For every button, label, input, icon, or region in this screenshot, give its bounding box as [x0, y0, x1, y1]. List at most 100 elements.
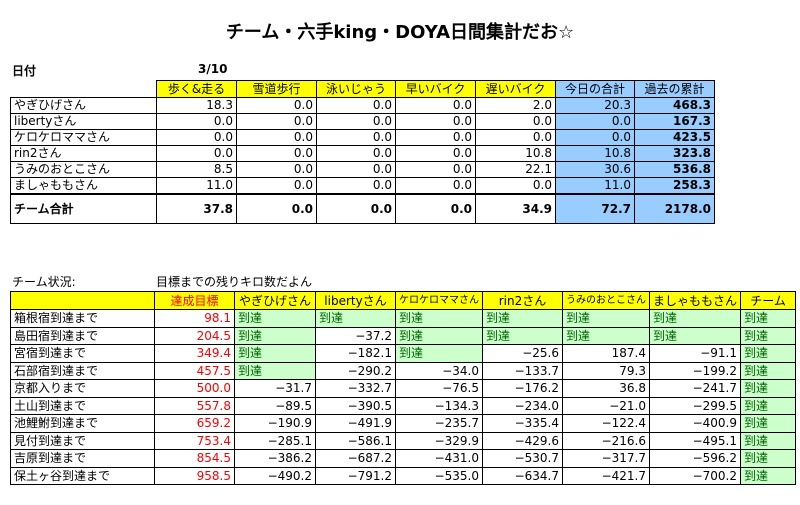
milestone-name: 土山到達まで [10, 396, 155, 415]
milestone-target: 659.2 [154, 414, 235, 433]
reached-cell: 到達 [740, 309, 797, 328]
summary-value: 0.0 [156, 113, 237, 130]
status-corner-cell [10, 291, 155, 310]
status-row: 保土ヶ谷到達まで 958.5 −490.2 −791.2 −535.0 −634.7 −42… [10, 466, 797, 485]
remaining-cell: −176.2 [482, 379, 563, 398]
status-column-header: うみのおとこさん [562, 291, 650, 310]
page-title: チーム・六手king・DOYA日間集計だお☆ [225, 22, 575, 43]
summary-value: 0.0 [236, 177, 317, 195]
status-column-header: ケロケロママさん [395, 291, 483, 310]
status-column-header: やぎひげさん [234, 291, 316, 310]
reached-cell: 到達 [740, 431, 797, 450]
summary-column-header: 泳いじゃう [316, 80, 396, 98]
summary-value: 0.0 [395, 177, 476, 195]
summary-column-header: 今日の合計 [555, 80, 635, 98]
milestone-target: 753.4 [154, 431, 235, 450]
milestone-name: 箱根宿到達まで [10, 309, 155, 328]
summary-value: 0.0 [555, 129, 635, 146]
reached-cell: 到達 [562, 326, 650, 345]
status-label: チーム状況: [12, 275, 76, 289]
remaining-cell: −400.9 [648, 414, 742, 433]
reached-cell: 到達 [740, 414, 797, 433]
remaining-cell: 187.4 [562, 344, 650, 363]
summary-value: 0.0 [395, 129, 476, 146]
remaining-cell: −21.0 [562, 396, 650, 415]
remaining-cell: −285.1 [234, 431, 316, 450]
summary-row: libertyさん 0.0 0.0 0.0 0.0 0.0 0.0 167.3 [10, 113, 715, 130]
team-total-value: 0.0 [236, 193, 317, 224]
milestone-name: 吉原到達まで [10, 449, 155, 468]
member-name: libertyさん [10, 113, 157, 130]
reached-cell: 到達 [234, 361, 316, 380]
milestone-target: 204.5 [154, 326, 235, 345]
summary-value: 0.0 [156, 145, 237, 162]
remaining-cell: −134.3 [395, 396, 483, 415]
remaining-cell: −429.6 [482, 431, 563, 450]
date-value: 3/10 [198, 62, 228, 76]
remaining-cell: −386.2 [234, 449, 316, 468]
date-label: 日付 [12, 64, 37, 78]
summary-value: 10.8 [555, 145, 635, 162]
summary-value: 0.0 [316, 97, 396, 114]
summary-column-header: 過去の累計 [634, 80, 715, 98]
status-row: 池鯉鮒到達まで 659.2 −190.9 −491.9 −235.7 −335.4 −122… [10, 414, 797, 433]
summary-value: 0.0 [395, 161, 476, 178]
summary-value: 0.0 [236, 145, 317, 162]
summary-value: 0.0 [236, 161, 317, 178]
member-name: ケロケロママさん [10, 129, 157, 146]
team-total-value: 0.0 [395, 193, 476, 224]
reached-cell: 到達 [740, 344, 797, 363]
summary-header-row: 歩く&走る 雪道歩行 泳いじゃう 早いバイク 遅いバイク 今日の合計 過去の累計 [10, 80, 715, 98]
team-total-value: 37.8 [156, 193, 237, 224]
summary-value: 18.3 [156, 97, 237, 114]
remaining-cell: −290.2 [315, 361, 396, 380]
remaining-cell: −329.9 [395, 431, 483, 450]
summary-value: 0.0 [316, 145, 396, 162]
remaining-cell: −76.5 [395, 379, 483, 398]
summary-value: 0.0 [395, 145, 476, 162]
milestone-target: 854.5 [154, 449, 235, 468]
reached-cell: 到達 [395, 309, 483, 328]
summary-value: 0.0 [156, 129, 237, 146]
remaining-cell: −182.1 [315, 344, 396, 363]
summary-value: 20.3 [555, 97, 635, 114]
team-total-label: チーム合計 [10, 193, 157, 224]
status-header-row: 達成目標 やぎひげさん libertyさん ケロケロママさん rin2さん うみのおとこさ… [10, 291, 797, 310]
summary-value: 0.0 [475, 177, 556, 195]
status-row: 土山到達まで 557.8 −89.5 −390.5 −134.3 −234.0 −21.0−… [10, 396, 797, 415]
remaining-cell: −89.5 [234, 396, 316, 415]
status-row: 宮宿到達まで 349.4 到達 −182.1 到達 −25.6 187.4 −91.1 到達 [10, 344, 797, 363]
status-caption: 目標までの残りキロ数だよん [156, 275, 313, 289]
reached-cell: 到達 [234, 309, 316, 328]
reached-cell: 到達 [395, 344, 483, 363]
status-column-header: チーム [740, 291, 797, 310]
status-row: 石部宿到達まで 457.5 到達 −290.2 −34.0 −133.7 79.3 −199.… [10, 361, 797, 380]
summary-value: 0.0 [236, 97, 317, 114]
reached-cell: 到達 [482, 309, 563, 328]
remaining-cell: −216.6 [562, 431, 650, 450]
remaining-cell: −122.4 [562, 414, 650, 433]
summary-value: 0.0 [316, 129, 396, 146]
summary-value: 0.0 [236, 129, 317, 146]
remaining-cell: −791.2 [315, 466, 396, 485]
summary-value: 258.3 [634, 177, 715, 195]
milestone-name: 島田宿到達まで [10, 326, 155, 345]
reached-cell: 到達 [482, 326, 563, 345]
remaining-cell: −234.0 [482, 396, 563, 415]
summary-value: 0.0 [475, 129, 556, 146]
reached-cell: 到達 [740, 466, 797, 485]
reached-cell: 到達 [740, 361, 797, 380]
team-total-value: 72.7 [555, 193, 635, 224]
remaining-cell: −133.7 [482, 361, 563, 380]
summary-row: やぎひげさん 18.3 0.0 0.0 0.0 2.0 20.3 468.3 [10, 97, 715, 114]
remaining-cell: −317.7 [562, 449, 650, 468]
remaining-cell: −299.5 [648, 396, 742, 415]
remaining-cell: −596.2 [648, 449, 742, 468]
reached-cell: 到達 [234, 344, 316, 363]
summary-row: ケロケロママさん 0.0 0.0 0.0 0.0 0.0 0.0 423.5 [10, 129, 715, 146]
remaining-cell: −25.6 [482, 344, 563, 363]
summary-value: 0.0 [316, 113, 396, 130]
team-total-value: 2178.0 [634, 193, 715, 224]
remaining-cell: −190.9 [234, 414, 316, 433]
reached-cell: 到達 [648, 326, 742, 345]
